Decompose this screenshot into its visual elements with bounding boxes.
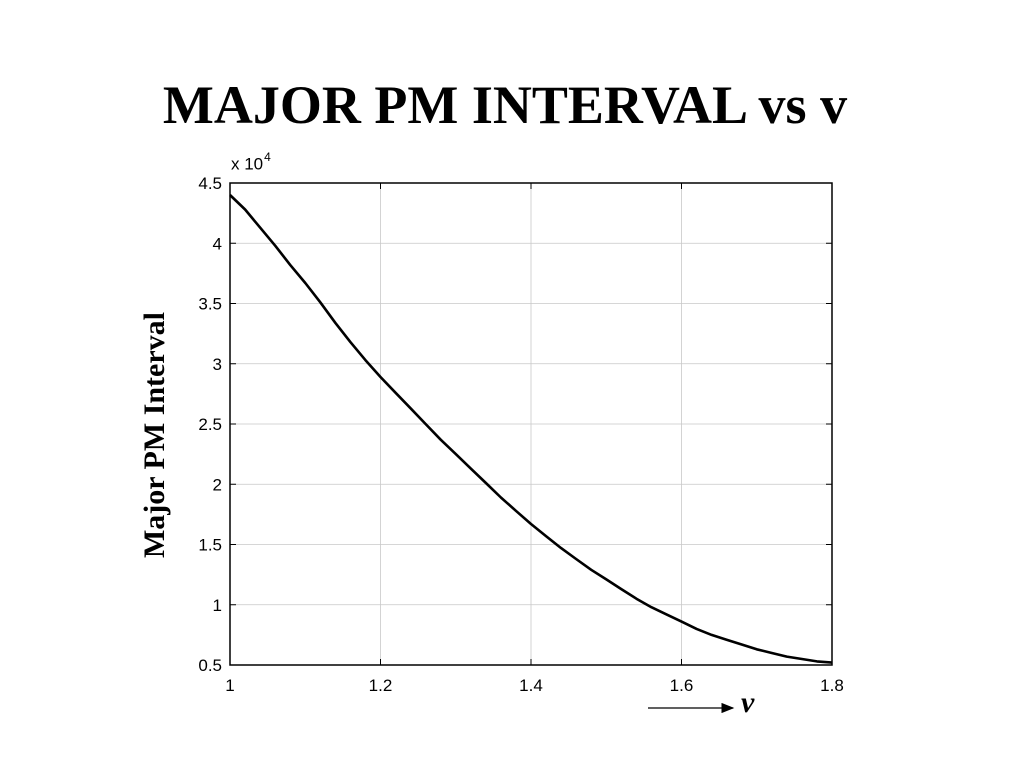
x-tick-label: 1.6	[670, 676, 694, 695]
y-axis-multiplier: x 104	[231, 150, 271, 174]
y-tick-label: 2.5	[198, 415, 222, 434]
y-tick-label: 2	[213, 475, 222, 494]
x-tick-label: 1.2	[369, 676, 393, 695]
page-title: MAJOR PM INTERVAL vs v	[162, 75, 848, 135]
x-axis-label: v	[741, 686, 755, 719]
y-tick-label: 1.5	[198, 536, 222, 555]
y-tick-label: 3.5	[198, 295, 222, 314]
series-line	[229, 194, 833, 664]
x-tick-label: 1	[225, 676, 234, 695]
y-tick-label: 4	[213, 234, 222, 253]
y-tick-label: 3	[213, 355, 222, 374]
x-tick-label: 1.4	[519, 676, 543, 695]
y-tick-label: 1	[213, 596, 222, 615]
plot-frame	[229, 182, 833, 666]
x-tick-label: 1.8	[820, 676, 844, 695]
y-tick-label: 4.5	[198, 174, 222, 193]
y-tick-label: 0.5	[198, 656, 222, 675]
